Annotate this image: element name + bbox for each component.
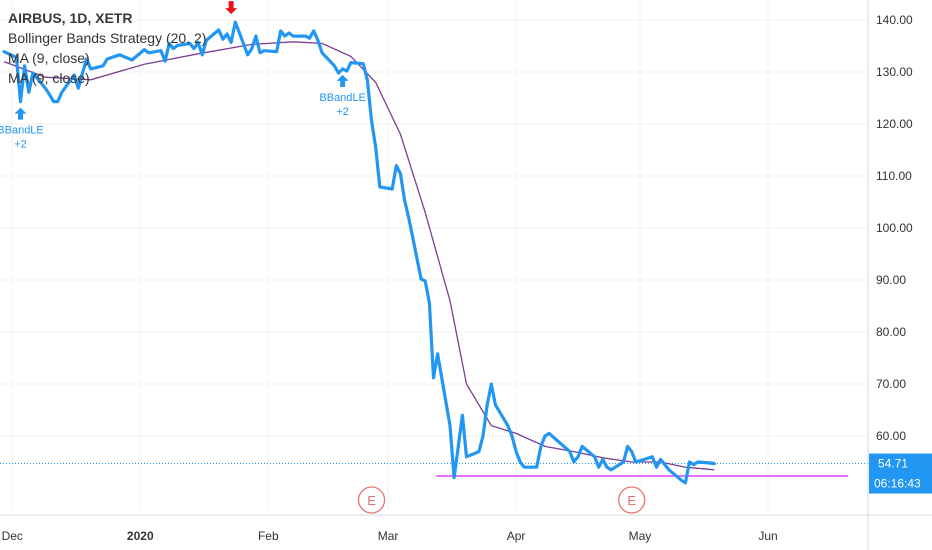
- price-line-layer: [2, 20, 716, 485]
- long-signal-marker[interactable]: BBandLE +2: [0, 107, 44, 151]
- earnings-label: E: [367, 493, 376, 508]
- countdown-bg: [869, 473, 932, 494]
- signal-name: BBandLE: [0, 125, 44, 137]
- y-tick-label: 80.00: [876, 325, 906, 339]
- long-arrow-icon: [14, 107, 27, 120]
- ma-line-layer: [3, 41, 715, 471]
- earnings-event-marker[interactable]: E: [618, 486, 646, 514]
- x-tick-label: Jun: [758, 529, 777, 543]
- y-tick-label: 60.00: [876, 429, 906, 443]
- y-tick-label: 130.00: [876, 65, 913, 79]
- grid: [0, 0, 868, 510]
- signal-name: BBandLE: [319, 92, 365, 104]
- y-tick-label: 140.00: [876, 13, 913, 27]
- earnings-event-marker[interactable]: E: [357, 486, 386, 514]
- countdown-value: 06:16:43: [874, 477, 921, 491]
- earnings-icon: [618, 486, 646, 514]
- y-tick-label: 70.00: [876, 377, 906, 391]
- long-signal-marker[interactable]: BBandLE +2: [319, 74, 366, 118]
- long-arrow-icon: [336, 74, 349, 87]
- price-line[interactable]: [2, 20, 716, 485]
- bar-countdown: 06:16:43: [869, 473, 932, 494]
- x-tick-label: 2020: [127, 529, 154, 543]
- x-tick-label: Apr: [507, 529, 526, 543]
- ma-line[interactable]: [3, 41, 715, 471]
- price-badge-value: 54.71: [878, 457, 908, 471]
- x-tick-label: Mar: [378, 529, 399, 543]
- x-tick-label: Dec: [2, 529, 23, 543]
- signal-layer: BBandLE +2 BBandLE +2: [0, 1, 366, 151]
- y-tick-label: 90.00: [876, 273, 906, 287]
- price-badge-bg: [869, 453, 932, 474]
- short-arrow-icon: [225, 1, 238, 15]
- signal-qty: +2: [336, 106, 349, 118]
- x-tick-label: Feb: [258, 529, 279, 543]
- earnings-icon: [357, 486, 386, 514]
- signal-qty: +2: [14, 139, 27, 151]
- current-price-badge: 54.71: [869, 453, 932, 474]
- y-tick-label: 110.00: [876, 169, 912, 183]
- y-tick-label: 120.00: [876, 117, 913, 131]
- earnings-label: E: [627, 493, 636, 508]
- x-tick-label: May: [629, 529, 652, 543]
- short-signal-marker[interactable]: [225, 1, 238, 15]
- y-tick-label: 100.00: [876, 221, 913, 235]
